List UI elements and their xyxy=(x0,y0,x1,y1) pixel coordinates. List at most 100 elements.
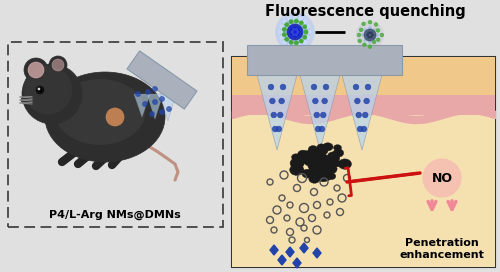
Circle shape xyxy=(22,64,82,124)
Circle shape xyxy=(289,40,293,44)
Circle shape xyxy=(296,28,298,31)
Circle shape xyxy=(316,126,321,132)
Circle shape xyxy=(360,28,363,32)
Ellipse shape xyxy=(292,154,300,160)
Circle shape xyxy=(423,159,461,197)
Ellipse shape xyxy=(324,164,337,174)
Circle shape xyxy=(142,101,148,107)
Ellipse shape xyxy=(318,163,330,172)
Circle shape xyxy=(303,20,307,24)
Ellipse shape xyxy=(302,151,314,160)
Circle shape xyxy=(291,31,293,33)
Circle shape xyxy=(28,62,44,78)
Circle shape xyxy=(302,25,306,29)
Polygon shape xyxy=(257,75,297,150)
Ellipse shape xyxy=(327,173,336,180)
FancyBboxPatch shape xyxy=(247,45,402,75)
Circle shape xyxy=(271,112,276,118)
Circle shape xyxy=(307,30,311,34)
Ellipse shape xyxy=(309,175,320,183)
Circle shape xyxy=(288,43,292,47)
Circle shape xyxy=(368,36,370,38)
Circle shape xyxy=(38,88,40,90)
Circle shape xyxy=(362,22,366,26)
Circle shape xyxy=(312,98,318,104)
Circle shape xyxy=(368,45,372,48)
Circle shape xyxy=(24,66,72,114)
Circle shape xyxy=(368,26,372,29)
Ellipse shape xyxy=(322,156,332,163)
Text: Penetration
enhancement: Penetration enhancement xyxy=(400,238,484,259)
Circle shape xyxy=(376,38,380,42)
Ellipse shape xyxy=(318,147,328,155)
Ellipse shape xyxy=(308,146,318,153)
Polygon shape xyxy=(293,258,301,268)
Ellipse shape xyxy=(317,144,326,150)
Ellipse shape xyxy=(317,146,326,152)
Ellipse shape xyxy=(328,154,340,163)
Circle shape xyxy=(160,110,164,115)
Circle shape xyxy=(36,86,44,94)
Circle shape xyxy=(357,33,361,37)
Circle shape xyxy=(380,33,384,37)
Ellipse shape xyxy=(318,158,330,166)
Ellipse shape xyxy=(302,154,316,164)
Ellipse shape xyxy=(310,156,320,164)
Ellipse shape xyxy=(314,156,322,162)
Circle shape xyxy=(279,30,283,34)
Ellipse shape xyxy=(316,147,325,155)
Circle shape xyxy=(358,39,362,43)
Ellipse shape xyxy=(312,147,322,155)
Ellipse shape xyxy=(290,164,304,175)
Polygon shape xyxy=(313,248,321,258)
Circle shape xyxy=(299,39,303,43)
Ellipse shape xyxy=(304,156,316,166)
Circle shape xyxy=(364,29,376,41)
Ellipse shape xyxy=(55,79,145,144)
Circle shape xyxy=(323,84,329,90)
Circle shape xyxy=(361,126,366,132)
Circle shape xyxy=(290,27,300,37)
Circle shape xyxy=(302,35,306,39)
Ellipse shape xyxy=(290,158,304,169)
Ellipse shape xyxy=(314,156,324,163)
Ellipse shape xyxy=(294,155,306,165)
Circle shape xyxy=(353,84,359,90)
Circle shape xyxy=(297,31,299,33)
Circle shape xyxy=(152,86,158,91)
Circle shape xyxy=(299,21,303,25)
Circle shape xyxy=(356,112,362,118)
Circle shape xyxy=(365,84,371,90)
Ellipse shape xyxy=(320,173,328,180)
Circle shape xyxy=(370,36,372,38)
Circle shape xyxy=(276,126,281,132)
Ellipse shape xyxy=(319,160,330,168)
Ellipse shape xyxy=(326,156,336,164)
FancyBboxPatch shape xyxy=(232,95,495,115)
Ellipse shape xyxy=(312,156,322,164)
Circle shape xyxy=(285,23,289,27)
Circle shape xyxy=(146,89,150,94)
Circle shape xyxy=(152,100,158,104)
FancyBboxPatch shape xyxy=(232,57,495,267)
Polygon shape xyxy=(286,247,294,257)
Circle shape xyxy=(279,98,284,104)
Circle shape xyxy=(280,17,310,47)
Ellipse shape xyxy=(320,157,331,166)
Ellipse shape xyxy=(45,72,165,162)
Circle shape xyxy=(376,33,378,36)
Circle shape xyxy=(362,112,368,118)
Circle shape xyxy=(288,17,292,21)
Circle shape xyxy=(366,34,368,36)
Circle shape xyxy=(268,84,274,90)
Circle shape xyxy=(372,40,376,44)
Circle shape xyxy=(376,29,380,32)
Ellipse shape xyxy=(314,156,326,165)
Ellipse shape xyxy=(318,166,328,174)
Polygon shape xyxy=(300,243,308,253)
Circle shape xyxy=(272,126,278,132)
Circle shape xyxy=(136,91,140,97)
Circle shape xyxy=(293,44,297,48)
Circle shape xyxy=(106,108,124,126)
Polygon shape xyxy=(342,75,382,150)
